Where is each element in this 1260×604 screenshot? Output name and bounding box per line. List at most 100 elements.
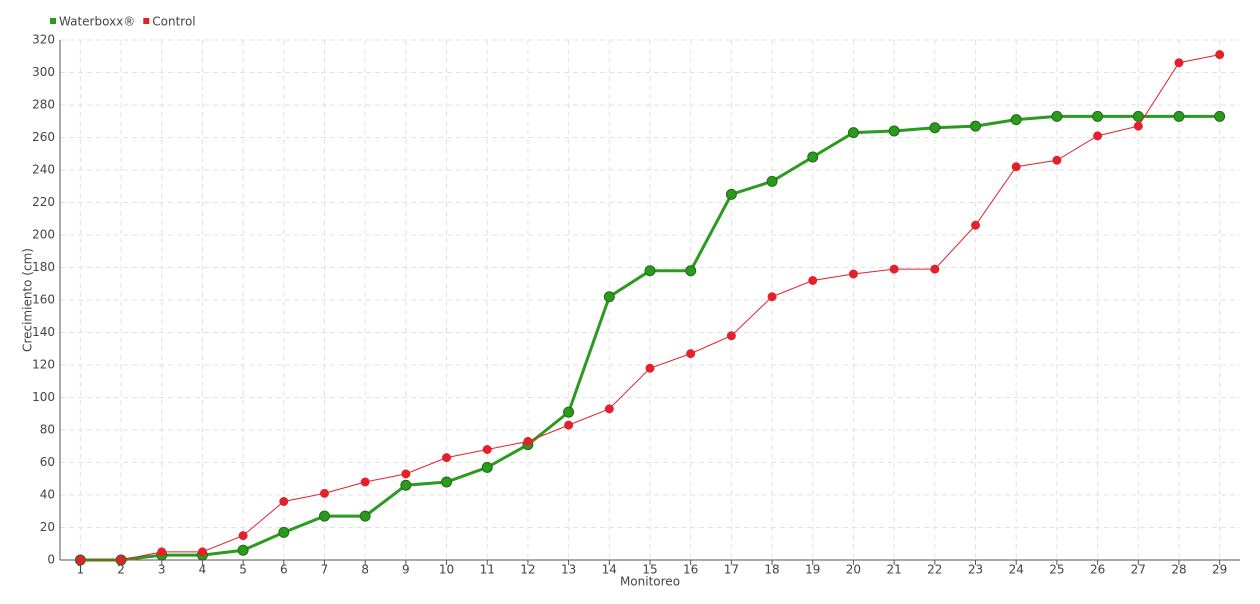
data-point — [238, 531, 248, 541]
data-point — [807, 151, 819, 163]
data-point — [848, 269, 858, 279]
x-tick-label: 29 — [1212, 563, 1227, 577]
y-tick-label: 160 — [32, 293, 55, 307]
x-tick-label: 16 — [683, 563, 698, 577]
data-point — [482, 445, 492, 454]
y-tick-label: 200 — [32, 228, 55, 242]
data-point — [116, 555, 126, 565]
x-axis-label: Monitoreo — [620, 575, 680, 589]
data-point — [970, 120, 982, 132]
data-point — [971, 220, 981, 230]
y-tick-label: 60 — [40, 455, 55, 469]
x-tick-label: 1 — [77, 563, 85, 577]
x-tick-label: 28 — [1171, 563, 1186, 577]
y-tick-label: 140 — [32, 325, 55, 339]
data-point — [725, 188, 737, 200]
x-tick-label: 21 — [886, 563, 901, 577]
legend-label: Waterboxx® — [59, 15, 135, 29]
data-point — [441, 476, 453, 488]
y-axis-label: Crecimiento (cm) — [21, 248, 35, 352]
data-point — [401, 469, 411, 479]
data-point — [1010, 114, 1022, 126]
x-tick-label: 12 — [520, 563, 535, 577]
data-point — [644, 265, 656, 277]
y-tick-label: 300 — [32, 65, 55, 79]
x-tick-label: 6 — [280, 563, 288, 577]
data-point — [1011, 162, 1021, 172]
x-tick-label: 27 — [1131, 563, 1146, 577]
data-point — [686, 349, 696, 359]
data-point — [442, 453, 452, 463]
data-point — [645, 363, 655, 373]
data-point — [481, 461, 493, 473]
x-tick-label: 9 — [402, 563, 410, 577]
x-tick-label: 3 — [158, 563, 166, 577]
data-point — [400, 479, 412, 491]
data-point — [563, 406, 575, 418]
x-tick-label: 10 — [439, 563, 454, 577]
x-tick-label: 19 — [805, 563, 820, 577]
data-point — [889, 264, 899, 274]
y-tick-label: 280 — [32, 98, 55, 112]
x-tick-label: 15 — [642, 563, 657, 577]
data-point — [564, 420, 574, 430]
data-point — [318, 510, 330, 522]
y-tick-label: 220 — [32, 195, 55, 209]
data-point — [279, 497, 289, 506]
data-point — [523, 436, 533, 446]
x-tick-label: 8 — [361, 563, 369, 577]
x-tick-label: 24 — [1009, 563, 1024, 577]
y-tick-label: 100 — [32, 390, 55, 404]
y-tick-label: 0 — [47, 553, 55, 567]
data-point — [726, 331, 736, 341]
data-point — [1215, 50, 1225, 60]
y-tick-label: 120 — [32, 358, 55, 372]
data-point — [319, 488, 329, 498]
data-point — [359, 510, 371, 522]
x-tick-label: 5 — [239, 563, 247, 577]
data-point — [929, 122, 941, 134]
data-point — [1052, 155, 1062, 165]
data-point — [360, 477, 370, 487]
y-tick-label: 20 — [40, 520, 55, 534]
y-tick-label: 260 — [32, 130, 55, 144]
data-point — [278, 526, 290, 538]
data-point — [808, 276, 818, 285]
data-point — [604, 404, 614, 414]
x-tick-label: 26 — [1090, 563, 1105, 577]
legend-label: Control — [152, 15, 195, 29]
data-point — [603, 291, 615, 303]
x-tick-label: 13 — [561, 563, 576, 577]
x-tick-label: 18 — [764, 563, 779, 577]
data-point — [847, 127, 859, 139]
x-tick-label: 25 — [1049, 563, 1064, 577]
y-tick-label: 80 — [40, 423, 55, 437]
y-tick-label: 320 — [32, 33, 55, 47]
y-tick-label: 180 — [32, 260, 55, 274]
data-point — [766, 175, 778, 187]
data-point — [237, 544, 249, 556]
data-point — [197, 547, 207, 557]
data-point — [1093, 131, 1103, 141]
x-tick-label: 23 — [968, 563, 983, 577]
x-tick-label: 20 — [846, 563, 861, 577]
x-tick-label: 14 — [602, 563, 617, 577]
data-point — [1173, 110, 1185, 122]
data-point — [1092, 110, 1104, 122]
data-point — [1132, 110, 1144, 122]
data-point — [157, 547, 167, 557]
legend-swatch — [50, 18, 56, 24]
x-tick-label: 4 — [199, 563, 207, 577]
data-point — [1051, 110, 1063, 122]
y-tick-label: 240 — [32, 163, 55, 177]
data-point — [1133, 121, 1143, 131]
x-tick-label: 2 — [117, 563, 125, 577]
data-point — [1174, 58, 1184, 68]
legend-swatch — [143, 18, 150, 24]
data-point — [1214, 110, 1226, 122]
y-tick-label: 40 — [40, 488, 55, 502]
x-tick-label: 22 — [927, 563, 942, 577]
data-point — [767, 292, 777, 302]
data-point — [75, 555, 85, 565]
